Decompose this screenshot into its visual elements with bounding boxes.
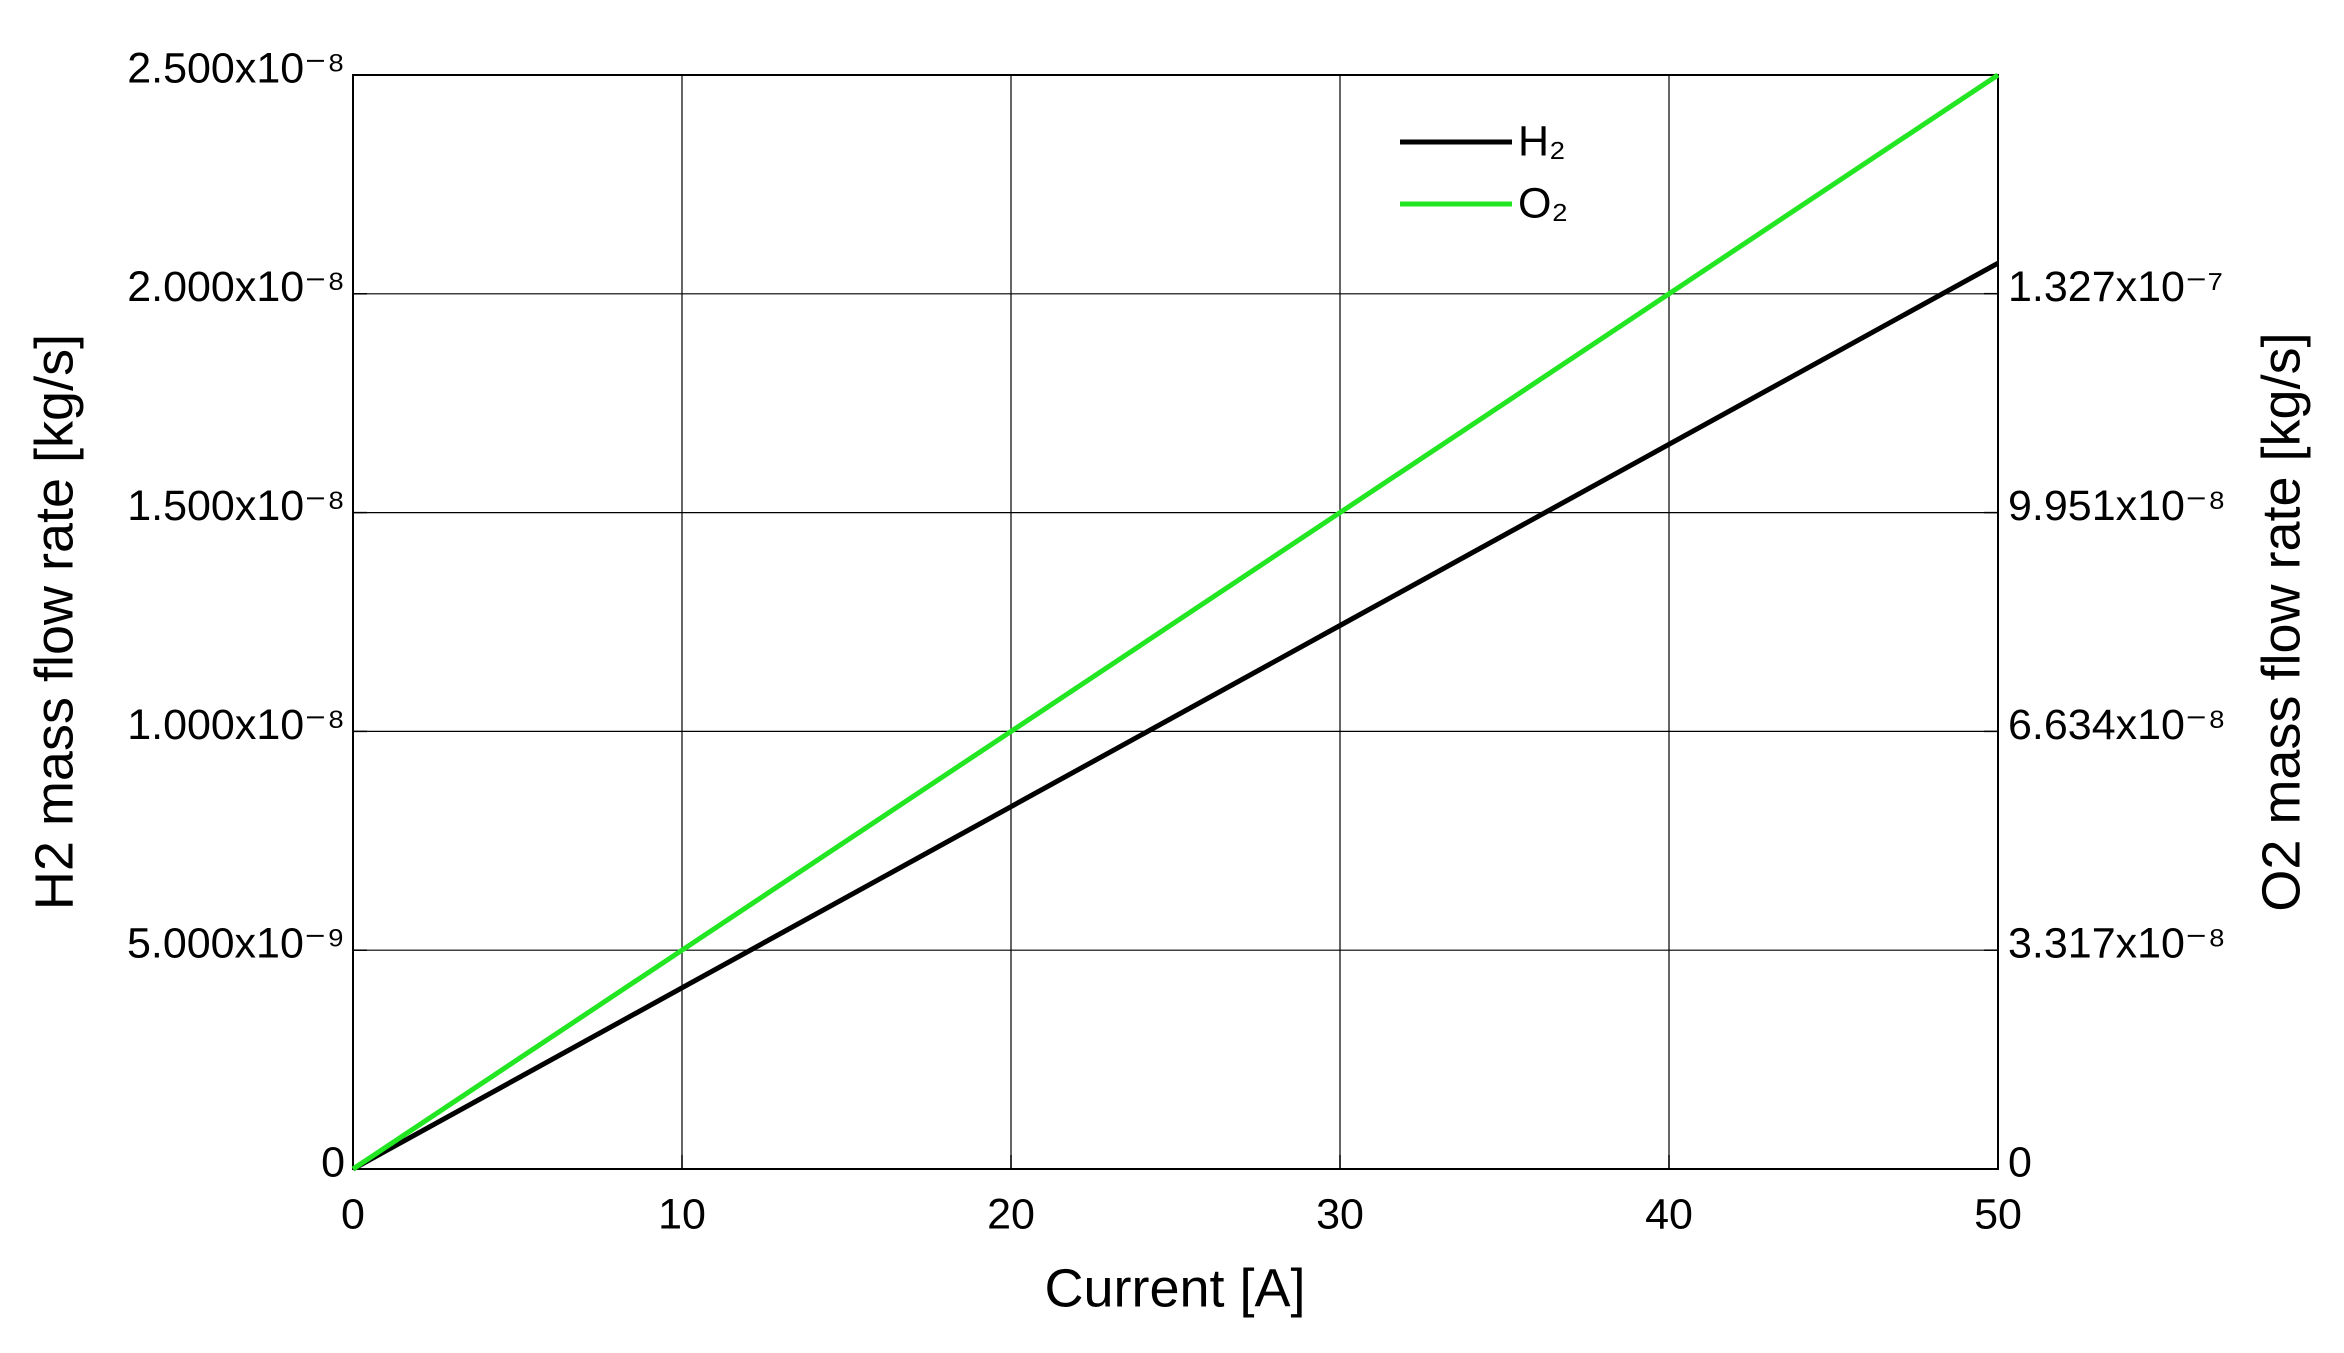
data-line	[351, 72, 2000, 1172]
x-axis-title: Current [A]	[1044, 1258, 1305, 1318]
x-tick-label: 50	[1974, 1190, 2022, 1238]
y-tick-label: 0	[321, 1138, 345, 1186]
y-tick-label: 1.500x10⁻⁸	[127, 482, 345, 530]
x-tick-label: 30	[1316, 1190, 1364, 1238]
y2-tick-label: 1.327x10⁻⁷	[2008, 263, 2223, 311]
data-line	[351, 260, 2000, 1172]
legend-label: H₂	[1518, 117, 1566, 165]
y-axis-title: H2 mass flow rate [kg/s]	[24, 334, 84, 910]
legend-label: O₂	[1518, 179, 1568, 227]
y-tick-label: 2.500x10⁻⁸	[127, 44, 345, 92]
plot-frame	[352, 74, 1999, 1170]
y2-axis-title: O2 mass flow rate [kg/s]	[2251, 332, 2311, 911]
x-tick-label: 40	[1645, 1190, 1693, 1238]
y2-tick-label: 6.634x10⁻⁸	[2008, 701, 2226, 749]
y2-tick-label: 9.951x10⁻⁸	[2008, 482, 2226, 530]
y-tick-label: 2.000x10⁻⁸	[127, 263, 345, 311]
x-tick-label: 10	[658, 1190, 706, 1238]
x-tick-label: 20	[987, 1190, 1035, 1238]
y2-tick-label: 3.317x10⁻⁸	[2008, 920, 2226, 968]
x-tick-label: 0	[341, 1190, 365, 1238]
y-tick-label: 5.000x10⁻⁹	[127, 920, 345, 968]
y2-tick-label: 0	[2008, 1138, 2032, 1186]
y-tick-label: 1.000x10⁻⁸	[127, 701, 345, 749]
